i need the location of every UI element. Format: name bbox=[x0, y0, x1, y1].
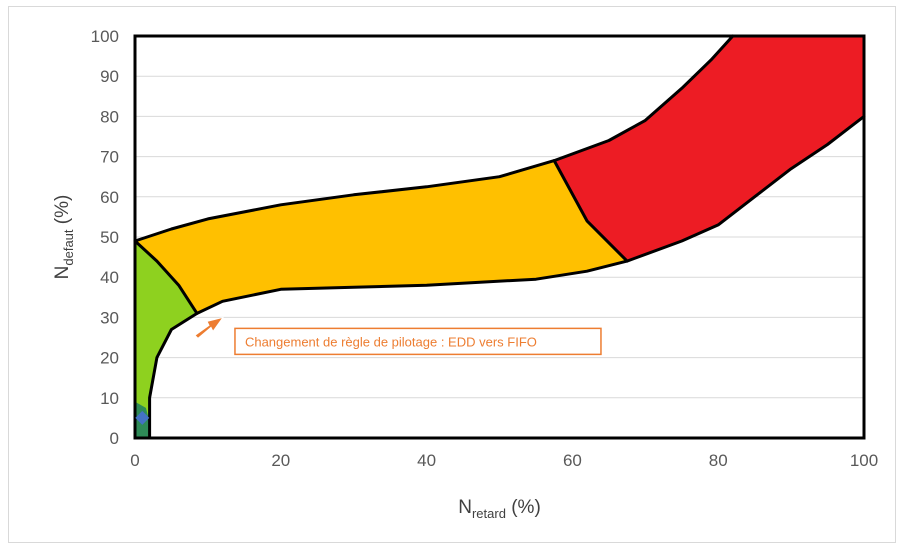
y-axis-title-main: N bbox=[52, 266, 73, 280]
data-point-0 bbox=[135, 410, 150, 425]
y-tick-label-100: 100 bbox=[91, 27, 119, 46]
x-tick-label-40: 40 bbox=[417, 451, 436, 470]
plot-area-border bbox=[133, 34, 866, 440]
boundary-line-3 bbox=[552, 159, 629, 263]
y-tick-label-40: 40 bbox=[100, 268, 119, 287]
x-axis-title-main: N bbox=[458, 497, 472, 518]
x-axis-title-unit: (%) bbox=[506, 497, 541, 518]
y-axis-title: Ndefaut (%) bbox=[52, 195, 76, 280]
x-tick-label-0: 0 bbox=[130, 451, 139, 470]
y-tick-label-90: 90 bbox=[100, 67, 119, 86]
boundary-line-0 bbox=[133, 34, 735, 243]
tick-labels: 0 20 40 60 80 100 0 10 20 30 40 50 60 70 80 90 100 bbox=[91, 27, 879, 470]
x-axis-title-sub: retard bbox=[472, 506, 506, 521]
boundary-line-1 bbox=[148, 114, 866, 440]
x-tick-label-20: 20 bbox=[271, 451, 290, 470]
points bbox=[135, 410, 150, 425]
x-tick-label-100: 100 bbox=[850, 451, 878, 470]
region-2 bbox=[554, 36, 864, 262]
y-tick-label-70: 70 bbox=[100, 148, 119, 167]
y-tick-label-60: 60 bbox=[100, 188, 119, 207]
y-tick-label-30: 30 bbox=[100, 308, 119, 327]
annotation-text: Changement de règle de pilotage : EDD ve… bbox=[245, 334, 537, 349]
annotation: Changement de règle de pilotage : EDD ve… bbox=[194, 316, 602, 356]
annotation-arrow bbox=[194, 316, 225, 340]
y-tick-label-20: 20 bbox=[100, 349, 119, 368]
boundaries bbox=[133, 34, 866, 440]
x-tick-label-80: 80 bbox=[709, 451, 728, 470]
x-axis-title: Nretard (%) bbox=[458, 497, 541, 521]
y-tick-label-80: 80 bbox=[100, 107, 119, 126]
boundary-line-2 bbox=[133, 239, 199, 315]
region-1 bbox=[135, 160, 628, 314]
y-axis-title-sub: defaut bbox=[61, 229, 76, 266]
y-tick-label-50: 50 bbox=[100, 228, 119, 247]
y-tick-label-0: 0 bbox=[110, 429, 119, 448]
y-axis-title-unit: (%) bbox=[52, 195, 73, 230]
x-tick-label-60: 60 bbox=[563, 451, 582, 470]
y-tick-label-10: 10 bbox=[100, 389, 119, 408]
annotation-box bbox=[234, 327, 602, 356]
